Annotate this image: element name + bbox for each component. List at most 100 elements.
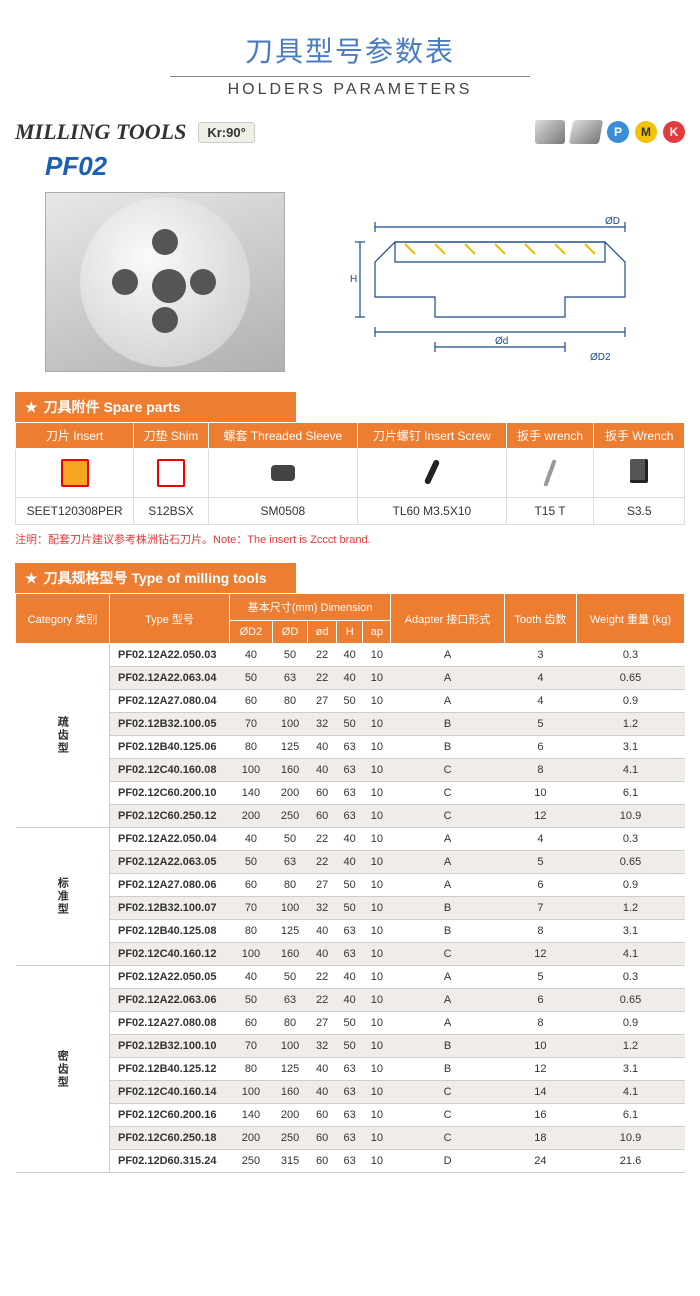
cell: 21.6 bbox=[577, 1150, 685, 1173]
cell: 4.1 bbox=[577, 943, 685, 966]
cell: 10 bbox=[363, 874, 391, 897]
product-photo bbox=[45, 192, 285, 372]
cell: 50 bbox=[336, 713, 362, 736]
spare-value: SEET120308PER bbox=[16, 498, 134, 525]
cell: 10 bbox=[363, 667, 391, 690]
cell: 10 bbox=[363, 1012, 391, 1035]
cell: 100 bbox=[272, 1035, 307, 1058]
cell: 10 bbox=[363, 989, 391, 1012]
cell: 0.3 bbox=[577, 828, 685, 851]
cell: 60 bbox=[308, 1150, 337, 1173]
dim-subheader: ød bbox=[308, 621, 337, 644]
cell: 60 bbox=[229, 1012, 272, 1035]
material-icon-row: P M K bbox=[535, 120, 685, 144]
cell: PF02.12B32.100.10 bbox=[109, 1035, 229, 1058]
cell: B bbox=[391, 713, 504, 736]
cell: 4 bbox=[504, 828, 576, 851]
cell: 40 bbox=[308, 736, 337, 759]
cell: 63 bbox=[272, 667, 307, 690]
wrench-icon bbox=[543, 459, 556, 487]
cell: 80 bbox=[229, 1058, 272, 1081]
cell: 63 bbox=[336, 920, 362, 943]
cell: 125 bbox=[272, 736, 307, 759]
cell: PF02.12B32.100.05 bbox=[109, 713, 229, 736]
spare-header: 扳手 Wrench bbox=[594, 423, 685, 449]
cell: 60 bbox=[308, 805, 337, 828]
cell: 63 bbox=[336, 805, 362, 828]
dim-subheader: ØD bbox=[272, 621, 307, 644]
cell: 50 bbox=[336, 1012, 362, 1035]
cell: 10 bbox=[363, 644, 391, 667]
cell: 16 bbox=[504, 1104, 576, 1127]
spare-header: 扳手 wrench bbox=[506, 423, 594, 449]
table-row: PF02.12A27.080.086080275010A80.9 bbox=[16, 1012, 685, 1035]
cell: 3 bbox=[504, 644, 576, 667]
spare-header: 螺套 Threaded Sleeve bbox=[208, 423, 357, 449]
cell: 80 bbox=[272, 874, 307, 897]
cell: PF02.12A27.080.04 bbox=[109, 690, 229, 713]
cell: 63 bbox=[336, 782, 362, 805]
spare-header: 刀片 Insert bbox=[16, 423, 134, 449]
cell: C bbox=[391, 782, 504, 805]
cell: 0.9 bbox=[577, 1012, 685, 1035]
cell: 10 bbox=[363, 759, 391, 782]
cell: 0.3 bbox=[577, 966, 685, 989]
cell: PF02.12A22.063.04 bbox=[109, 667, 229, 690]
table-row: PF02.12C40.160.14100160406310C144.1 bbox=[16, 1081, 685, 1104]
spare-parts-section-bar: ★ 刀具附件 Spare parts bbox=[15, 392, 296, 422]
spare-header: 刀垫 Shim bbox=[134, 423, 208, 449]
cell: 12 bbox=[504, 805, 576, 828]
table-row: PF02.12B40.125.1280125406310B123.1 bbox=[16, 1058, 685, 1081]
cell: 250 bbox=[272, 805, 307, 828]
cell: 10 bbox=[363, 736, 391, 759]
spare-parts-table: 刀片 Insert刀垫 Shim螺套 Threaded Sleeve刀片螺钉 I… bbox=[15, 422, 685, 525]
cell: PF02.12A27.080.08 bbox=[109, 1012, 229, 1035]
cell: 10 bbox=[363, 943, 391, 966]
cell: 22 bbox=[308, 667, 337, 690]
badge-k: K bbox=[663, 121, 685, 143]
dim-subheader: H bbox=[336, 621, 362, 644]
cell: 0.65 bbox=[577, 851, 685, 874]
cell: 200 bbox=[229, 1127, 272, 1150]
table-row: PF02.12C60.200.16140200606310C166.1 bbox=[16, 1104, 685, 1127]
cell: 10 bbox=[363, 1035, 391, 1058]
cell: 3.1 bbox=[577, 1058, 685, 1081]
cell: 100 bbox=[272, 713, 307, 736]
cell: 315 bbox=[272, 1150, 307, 1173]
cell: 32 bbox=[308, 713, 337, 736]
cell: 3.1 bbox=[577, 736, 685, 759]
cell: 100 bbox=[272, 897, 307, 920]
table-row: PF02.12B32.100.1070100325010B101.2 bbox=[16, 1035, 685, 1058]
cell: 70 bbox=[229, 713, 272, 736]
cell: A bbox=[391, 966, 504, 989]
cell: 50 bbox=[229, 989, 272, 1012]
cell: 27 bbox=[308, 874, 337, 897]
cell: PF02.12B40.125.08 bbox=[109, 920, 229, 943]
cell: 0.9 bbox=[577, 874, 685, 897]
cell: 70 bbox=[229, 897, 272, 920]
cell: 63 bbox=[336, 1104, 362, 1127]
types-section-bar: ★ 刀具规格型号 Type of milling tools bbox=[15, 563, 296, 593]
cell: 50 bbox=[336, 1035, 362, 1058]
cell: 5 bbox=[504, 851, 576, 874]
dim-d: Ød bbox=[495, 336, 508, 347]
cell: PF02.12B40.125.06 bbox=[109, 736, 229, 759]
cell: A bbox=[391, 989, 504, 1012]
cell: 60 bbox=[308, 782, 337, 805]
cell: 18 bbox=[504, 1127, 576, 1150]
cell: 10 bbox=[363, 966, 391, 989]
cell: 27 bbox=[308, 1012, 337, 1035]
cell: 10 bbox=[363, 1127, 391, 1150]
cell: 100 bbox=[229, 943, 272, 966]
cell: 63 bbox=[272, 989, 307, 1012]
cell: 4.1 bbox=[577, 1081, 685, 1104]
dim-subheader: ØD2 bbox=[229, 621, 272, 644]
table-row: PF02.12C40.160.08100160406310C84.1 bbox=[16, 759, 685, 782]
cell: 50 bbox=[272, 644, 307, 667]
cell: 10.9 bbox=[577, 1127, 685, 1150]
cell: 6.1 bbox=[577, 1104, 685, 1127]
table-row: 疏齿型PF02.12A22.050.034050224010A30.3 bbox=[16, 644, 685, 667]
cell: 50 bbox=[272, 828, 307, 851]
cell: 160 bbox=[272, 1081, 307, 1104]
cell: 250 bbox=[272, 1127, 307, 1150]
